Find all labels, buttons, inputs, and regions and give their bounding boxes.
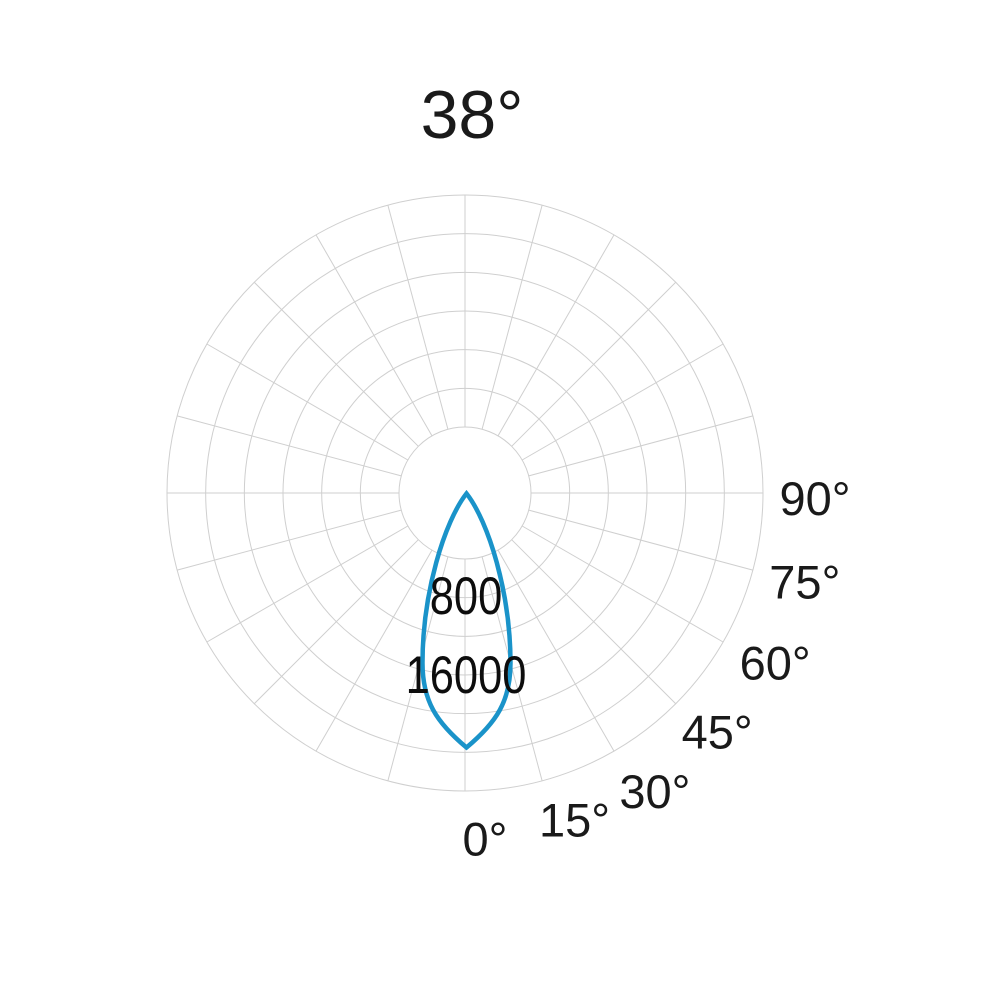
svg-text:45°: 45° <box>682 705 753 758</box>
svg-text:60°: 60° <box>740 636 811 689</box>
svg-text:0°: 0° <box>463 813 508 866</box>
svg-text:90°: 90° <box>780 472 851 525</box>
svg-text:15°: 15° <box>539 793 610 846</box>
svg-text:16000: 16000 <box>406 646 527 705</box>
svg-text:75°: 75° <box>769 555 840 608</box>
svg-text:800: 800 <box>430 567 502 626</box>
svg-text:30°: 30° <box>619 765 690 818</box>
